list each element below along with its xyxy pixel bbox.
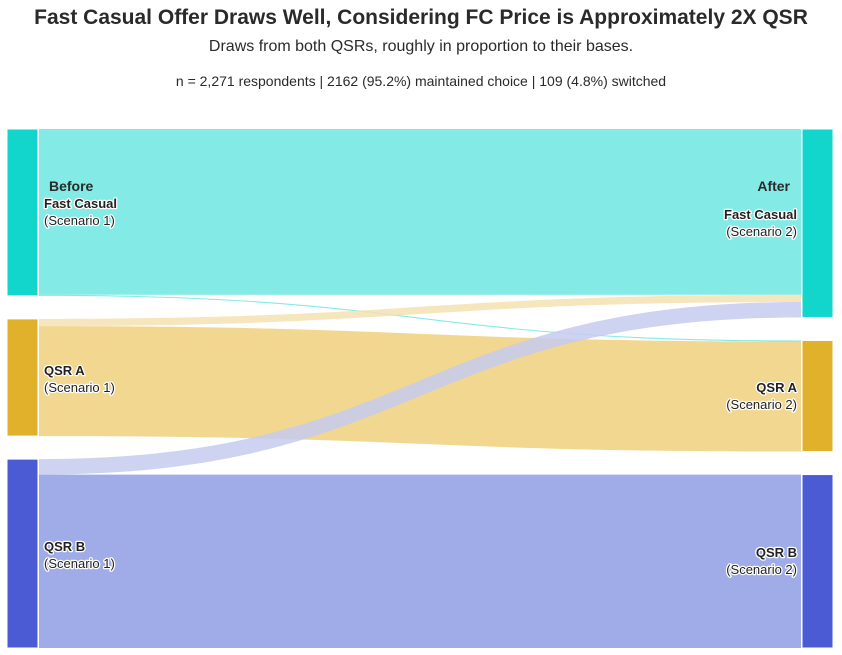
label-fc1-name: Fast Casual: [44, 196, 117, 211]
sankey-nodes: [6, 128, 834, 649]
label-qb2-name: QSR B: [756, 545, 797, 560]
node-qa1: [6, 318, 39, 437]
chart-subtitle: Draws from both QSRs, roughly in proport…: [208, 38, 634, 55]
label-qb1-name: QSR B: [44, 539, 85, 554]
node-qb2: [801, 474, 834, 649]
chart-title: Fast Casual Offer Draws Well, Considerin…: [34, 6, 808, 29]
label-fc1-scenario: (Scenario 1): [44, 213, 115, 228]
label-qb2-scenario: (Scenario 2): [726, 562, 797, 577]
flow-qb1-to-qb2: [39, 474, 801, 648]
column-header-before: Before: [49, 178, 94, 194]
sankey-labels: Before After Fast Casual (Scenario 1) QSR A (…: [43, 178, 799, 578]
label-qa2-scenario: (Scenario 2): [726, 397, 797, 412]
node-qa2: [801, 339, 834, 453]
label-qa1-scenario: (Scenario 1): [44, 380, 115, 395]
label-qb1-scenario: (Scenario 1): [44, 556, 115, 571]
flow-fc1-to-qa2: [39, 294, 801, 342]
flow-qb1-to-fc2: [39, 301, 801, 475]
sankey-links: [39, 129, 801, 648]
node-fc2: [801, 128, 834, 318]
node-qb1: [6, 458, 39, 649]
flow-fc1-to-fc2: [39, 129, 801, 295]
column-header-after: After: [757, 178, 790, 194]
label-fc2-name: Fast Casual: [724, 207, 797, 222]
flow-qa1-to-fc2: [39, 294, 801, 327]
label-qa1-name: QSR A: [44, 363, 85, 378]
node-fc1: [6, 128, 39, 297]
label-fc2-scenario: (Scenario 2): [726, 224, 797, 239]
chart-caption: n = 2,271 respondents | 2162 (95.2%) mai…: [175, 73, 667, 89]
label-qa2-name: QSR A: [756, 380, 797, 395]
